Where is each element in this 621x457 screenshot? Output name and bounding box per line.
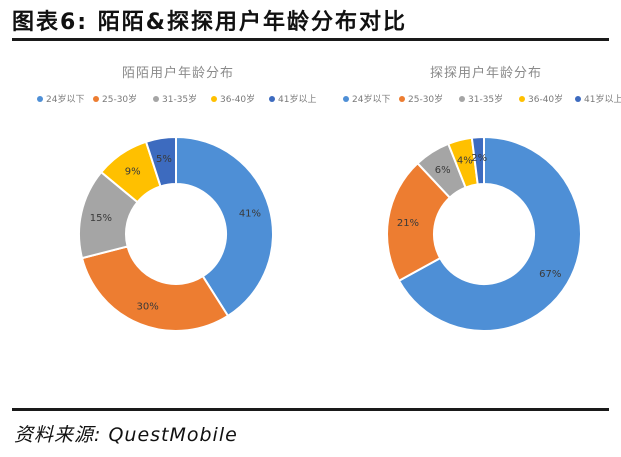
legend-label: 24岁以下 — [46, 93, 84, 105]
chart-momo: 陌陌用户年龄分布 24岁以下 25-30岁 31-35岁 36-40岁 41岁以… — [37, 65, 316, 332]
legend-swatch — [153, 96, 159, 102]
legend-tantan: 24岁以下 25-30岁 31-35岁 36-40岁 41岁以上 — [343, 93, 621, 105]
legend-label: 31-35岁 — [162, 93, 197, 105]
legend-item: 25-30岁 — [399, 93, 443, 105]
legend-swatch — [519, 96, 525, 102]
legend-momo: 24岁以下 25-30岁 31-35岁 36-40岁 41岁以上 — [37, 93, 316, 105]
slice-data-label: 21% — [397, 218, 419, 229]
bottom-rule — [12, 408, 609, 411]
chart-title-tantan: 探探用户年龄分布 — [430, 65, 542, 81]
donut-slice — [175, 135, 274, 318]
legend-item: 25-30岁 — [93, 93, 137, 105]
donut-slice — [144, 135, 177, 188]
legend-label: 36-40岁 — [528, 93, 563, 105]
chart-title-momo: 陌陌用户年龄分布 — [122, 65, 234, 81]
legend-label: 25-30岁 — [102, 93, 137, 105]
legend-item: 31-35岁 — [459, 93, 503, 105]
legend-item: 24岁以下 — [343, 93, 390, 105]
slice-data-label: 2% — [471, 153, 487, 164]
legend-item: 41岁以上 — [575, 93, 621, 105]
donut-slice — [470, 135, 485, 186]
slice-data-label: 5% — [156, 154, 172, 165]
legend-label: 25-30岁 — [408, 93, 443, 105]
legend-swatch — [269, 96, 275, 102]
legend-item: 31-35岁 — [153, 93, 197, 105]
legend-swatch — [459, 96, 465, 102]
slice-data-label: 4% — [457, 155, 473, 166]
top-rule — [12, 38, 609, 41]
legend-swatch — [211, 96, 217, 102]
source-note: 资料来源: QuestMobile — [14, 424, 238, 446]
legend-item: 24岁以下 — [37, 93, 84, 105]
slice-data-label: 67% — [539, 269, 561, 280]
donut-tantan: 67% 21% 6% 4%2% — [386, 135, 582, 332]
legend-item: 36-40岁 — [519, 93, 563, 105]
legend-label: 31-35岁 — [468, 93, 503, 105]
slice-data-label: 41% — [239, 209, 261, 220]
legend-item: 41岁以上 — [269, 93, 316, 105]
legend-swatch — [37, 96, 43, 102]
chart-tantan: 探探用户年龄分布 24岁以下 25-30岁 31-35岁 36-40岁 41岁以… — [343, 65, 621, 332]
legend-swatch — [575, 96, 581, 102]
legend-label: 41岁以上 — [584, 93, 621, 105]
legend-swatch — [343, 96, 349, 102]
donut-slice — [80, 245, 230, 332]
slice-data-label: 9% — [125, 166, 141, 177]
legend-item: 36-40岁 — [211, 93, 255, 105]
donut-momo: 41% 30% 15% 9% 5% — [78, 135, 274, 332]
slice-data-label: 15% — [90, 213, 112, 224]
figure-title: 图表6: 陌陌&探探用户年龄分布对比 — [12, 10, 407, 35]
donut-slice — [397, 135, 582, 332]
legend-swatch — [93, 96, 99, 102]
legend-label: 41岁以上 — [278, 93, 316, 105]
legend-swatch — [399, 96, 405, 102]
legend-label: 24岁以下 — [352, 93, 390, 105]
slice-data-label: 6% — [435, 165, 451, 176]
legend-label: 36-40岁 — [220, 93, 255, 105]
slice-data-label: 30% — [137, 302, 159, 313]
